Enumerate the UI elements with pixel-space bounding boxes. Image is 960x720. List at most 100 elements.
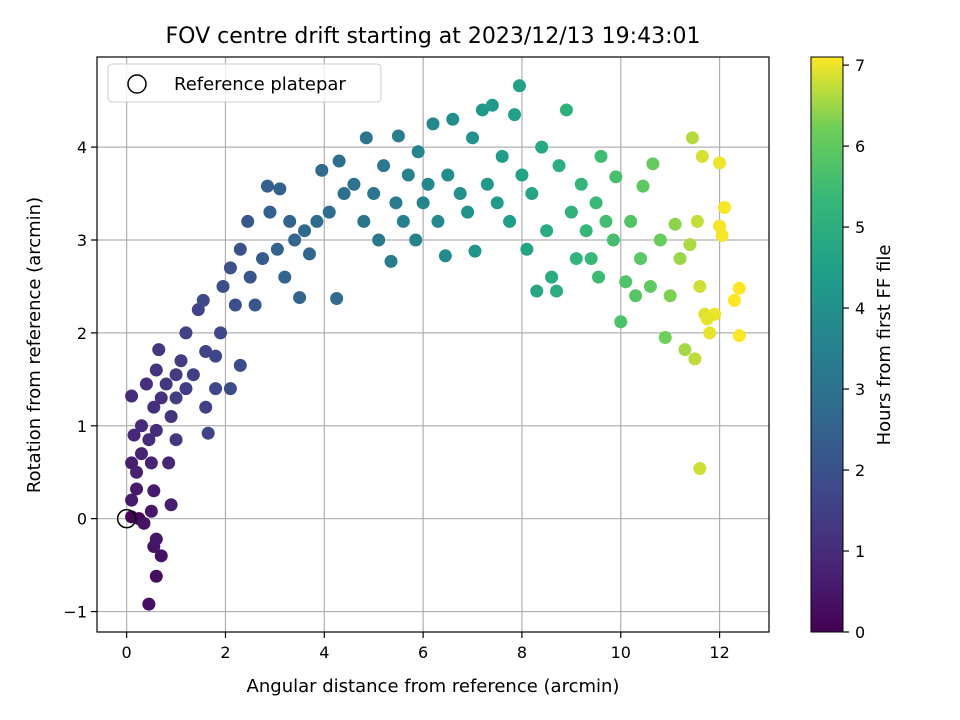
legend-box bbox=[107, 63, 382, 103]
data-point bbox=[653, 233, 667, 247]
x-axis: 0 2 4 6 8 10 12 bbox=[122, 632, 730, 662]
data-point bbox=[159, 377, 173, 391]
data-point bbox=[169, 391, 183, 405]
chart-title: FOV centre drift starting at 2023/12/13 … bbox=[166, 24, 701, 49]
colorbar-tick-label: 5 bbox=[855, 218, 865, 237]
data-point bbox=[125, 389, 139, 403]
data-point bbox=[512, 79, 526, 93]
data-point bbox=[310, 214, 324, 228]
data-point bbox=[688, 352, 702, 366]
data-point bbox=[154, 549, 168, 563]
data-point bbox=[147, 400, 161, 414]
data-point bbox=[530, 284, 544, 298]
x-axis-label: Angular distance from reference (arcmin) bbox=[247, 676, 620, 697]
data-point bbox=[154, 391, 168, 405]
data-point bbox=[396, 214, 410, 228]
data-point bbox=[199, 344, 213, 358]
data-point bbox=[574, 177, 588, 191]
data-point bbox=[643, 279, 657, 293]
data-point bbox=[174, 354, 188, 368]
data-point bbox=[468, 244, 482, 258]
data-point bbox=[377, 159, 391, 173]
data-point bbox=[584, 252, 598, 266]
data-point bbox=[149, 532, 163, 546]
data-point bbox=[461, 205, 475, 219]
colorbar-tick-label: 6 bbox=[855, 137, 865, 156]
data-point bbox=[214, 326, 228, 340]
data-point bbox=[485, 98, 499, 112]
data-point bbox=[142, 433, 156, 447]
data-point bbox=[663, 289, 677, 303]
data-point bbox=[302, 247, 316, 261]
data-point bbox=[416, 196, 430, 210]
x-tick-label: 10 bbox=[611, 643, 631, 662]
data-point bbox=[256, 252, 270, 266]
data-point bbox=[278, 270, 292, 284]
data-point bbox=[134, 419, 148, 433]
data-point bbox=[683, 238, 697, 252]
data-point bbox=[209, 349, 223, 363]
data-point bbox=[525, 187, 539, 201]
data-point bbox=[609, 170, 623, 184]
data-point bbox=[162, 456, 176, 470]
data-point bbox=[293, 291, 307, 305]
data-point bbox=[263, 205, 277, 219]
data-point bbox=[700, 312, 714, 326]
data-point bbox=[431, 214, 445, 228]
data-point bbox=[315, 163, 329, 177]
data-point bbox=[421, 177, 435, 191]
data-point bbox=[209, 382, 223, 396]
data-point bbox=[569, 252, 583, 266]
data-point bbox=[127, 428, 141, 442]
data-point bbox=[685, 131, 699, 145]
data-point bbox=[144, 456, 158, 470]
data-point bbox=[718, 200, 732, 214]
data-point bbox=[144, 504, 158, 518]
data-point bbox=[233, 242, 247, 256]
data-point bbox=[480, 177, 494, 191]
x-tick-label: 2 bbox=[220, 643, 230, 662]
data-point bbox=[508, 108, 522, 122]
data-point bbox=[732, 281, 746, 295]
data-point bbox=[401, 168, 415, 182]
data-point bbox=[347, 177, 361, 191]
data-point bbox=[503, 214, 517, 228]
data-point bbox=[216, 279, 230, 293]
data-point bbox=[199, 400, 213, 414]
data-point bbox=[592, 270, 606, 284]
data-point bbox=[359, 131, 373, 145]
data-point bbox=[149, 569, 163, 583]
plot-frame bbox=[96, 56, 770, 633]
data-point bbox=[357, 214, 371, 228]
y-tick-label: 4 bbox=[77, 138, 87, 157]
colorbar-tick-label: 4 bbox=[855, 299, 865, 318]
legend: Reference platepar bbox=[107, 63, 382, 103]
data-point bbox=[713, 219, 727, 233]
data-point bbox=[391, 129, 405, 143]
reference-marker bbox=[116, 508, 137, 529]
data-point bbox=[389, 196, 403, 210]
data-point bbox=[594, 149, 608, 163]
data-point bbox=[535, 140, 549, 154]
data-point bbox=[564, 205, 578, 219]
data-point bbox=[495, 149, 509, 163]
grid bbox=[97, 57, 769, 632]
data-points bbox=[125, 79, 746, 611]
colorbar-tick-label: 0 bbox=[855, 623, 865, 642]
data-point bbox=[186, 368, 200, 382]
data-point bbox=[703, 326, 717, 340]
data-point bbox=[545, 270, 559, 284]
data-point bbox=[727, 293, 741, 307]
data-point bbox=[233, 358, 247, 372]
colorbar-ticks: 0 1 2 3 4 5 6 7 bbox=[843, 56, 865, 642]
data-point bbox=[298, 224, 312, 238]
data-point bbox=[695, 149, 709, 163]
colorbar-tick-label: 3 bbox=[855, 380, 865, 399]
data-point bbox=[134, 447, 148, 461]
data-point bbox=[322, 205, 336, 219]
data-point bbox=[409, 233, 423, 247]
data-point bbox=[629, 289, 643, 303]
data-point bbox=[241, 214, 255, 228]
data-point bbox=[614, 315, 628, 329]
